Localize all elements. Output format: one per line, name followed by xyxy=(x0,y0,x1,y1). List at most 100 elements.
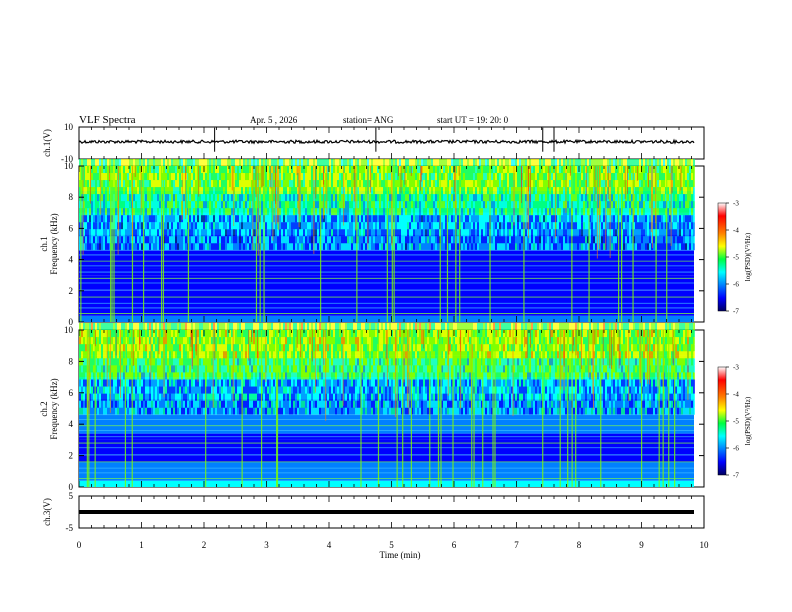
spec1-speck xyxy=(329,158,331,166)
spec1-speck xyxy=(219,158,221,166)
spec1-speck xyxy=(133,208,135,216)
spec2-speck xyxy=(129,330,131,338)
spec1-speck xyxy=(197,187,199,195)
spec1-speck xyxy=(451,208,453,216)
spec1-speck xyxy=(599,187,601,195)
spec2-speck xyxy=(169,358,171,366)
spec1-speck xyxy=(173,194,175,202)
spec1-speck xyxy=(667,243,669,251)
spec1-speck xyxy=(359,201,361,209)
spec1-speck xyxy=(359,236,361,244)
spec1-speck xyxy=(419,208,421,216)
spec2-speck xyxy=(181,386,183,394)
spec1-speck xyxy=(479,215,481,223)
spec1-speck xyxy=(573,229,575,237)
spec1-speck xyxy=(497,215,499,223)
spec1-speck xyxy=(657,215,659,223)
spec2-speck xyxy=(177,330,179,338)
spec2-speck xyxy=(173,407,175,415)
spec1-speck xyxy=(591,187,593,195)
spec2-speck xyxy=(149,386,151,394)
spec1-speck xyxy=(155,243,157,251)
spec1-speck xyxy=(483,194,485,202)
spec1-speck xyxy=(565,243,567,251)
spec2-speck xyxy=(149,322,151,330)
spec1-speck xyxy=(193,173,195,181)
spec1-speck xyxy=(181,158,183,166)
spec1-speck xyxy=(323,222,325,230)
spec1-speck xyxy=(407,229,409,237)
spec1-speck xyxy=(137,180,139,188)
spec1-speck xyxy=(517,194,519,202)
spec1-speck xyxy=(549,194,551,202)
spec1-speck xyxy=(127,173,129,181)
spec1-speck xyxy=(203,173,205,181)
spec1-speck xyxy=(383,208,385,216)
spec2-speck xyxy=(111,379,113,387)
spec1-speck xyxy=(445,215,447,223)
spec1-speck xyxy=(165,222,167,230)
spec1-speck xyxy=(333,201,335,209)
spec1-speck xyxy=(505,158,507,166)
spec1-speck xyxy=(235,201,237,209)
spec2-speck xyxy=(147,330,149,338)
spec1-speck xyxy=(543,243,545,251)
spec1-speck xyxy=(271,194,273,202)
spec1-speck xyxy=(327,215,329,223)
spec1-speck xyxy=(183,201,185,209)
spec2-speck xyxy=(133,358,135,366)
spec2-speck xyxy=(171,344,173,352)
spec1-speck xyxy=(157,158,159,166)
spec2-speck xyxy=(183,386,185,394)
spec1-speck xyxy=(379,215,381,223)
spec1-speck xyxy=(591,236,593,244)
spec1-speck xyxy=(399,236,401,244)
spec1-speck xyxy=(693,208,695,216)
spec1-speck xyxy=(659,236,661,244)
spec1-speck xyxy=(229,173,231,181)
spec1-speck xyxy=(575,215,577,223)
spec1-speck xyxy=(99,173,101,181)
spec1-speck xyxy=(295,194,297,202)
spec1-speck xyxy=(615,201,617,209)
spec1-speck xyxy=(535,173,537,181)
spec1-speck xyxy=(265,180,267,188)
spec1-speck xyxy=(483,208,485,216)
spec1-speck xyxy=(99,187,101,195)
spec1-speck xyxy=(473,236,475,244)
spec2-speck xyxy=(195,400,197,408)
spec1-speck xyxy=(371,180,373,188)
spec1-speck xyxy=(387,173,389,181)
spec1-speck xyxy=(617,180,619,188)
spec1-speck xyxy=(503,194,505,202)
spec1-speck xyxy=(345,243,347,251)
spec1-speck xyxy=(673,180,675,188)
spec1-speck xyxy=(321,201,323,209)
spec1-speck xyxy=(329,173,331,181)
spec1-speck xyxy=(195,222,197,230)
spec1-speck xyxy=(173,229,175,237)
ch1-spectrogram-ylabel-channel: ch.1 xyxy=(39,236,49,251)
spec2-speck xyxy=(139,351,141,359)
spec1-speck xyxy=(281,194,283,202)
spec1-speck xyxy=(429,222,431,230)
spec1-speck xyxy=(597,166,599,174)
spec1-speck xyxy=(315,158,317,166)
spec1-speck xyxy=(81,215,83,223)
spec1-speck xyxy=(631,180,633,188)
spec1-speck xyxy=(337,208,339,216)
spec1-speck xyxy=(449,187,451,195)
spec2-speck xyxy=(93,393,95,401)
spec1-speck xyxy=(417,243,419,251)
spec1-speck xyxy=(317,208,319,216)
spec2-speck xyxy=(91,337,93,345)
spec1-speck xyxy=(371,201,373,209)
spec1-speck xyxy=(437,187,439,195)
spec2-speck xyxy=(123,337,125,345)
spec1-speck xyxy=(493,173,495,181)
spec1-speck xyxy=(499,180,501,188)
spec1-speck xyxy=(93,194,95,202)
spec1-speck xyxy=(625,215,627,223)
spec1-speck xyxy=(95,222,97,230)
spec1-speck xyxy=(373,187,375,195)
